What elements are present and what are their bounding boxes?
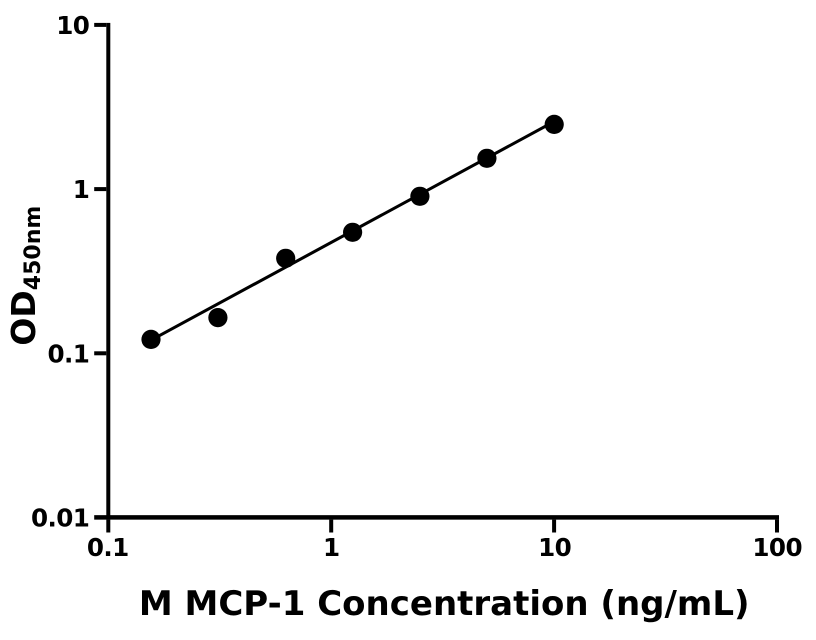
svg-text:0.1: 0.1: [48, 339, 90, 368]
svg-text:M MCP-1 Concentration (ng/mL): M MCP-1 Concentration (ng/mL): [139, 584, 750, 624]
svg-text:100: 100: [752, 533, 802, 562]
svg-text:1: 1: [73, 175, 90, 204]
svg-text:OD450nm: OD450nm: [4, 206, 46, 346]
svg-text:10: 10: [56, 11, 89, 40]
svg-text:10: 10: [538, 533, 571, 562]
svg-text:1: 1: [323, 533, 340, 562]
svg-text:0.01: 0.01: [31, 503, 89, 532]
svg-text:0.1: 0.1: [87, 533, 129, 562]
